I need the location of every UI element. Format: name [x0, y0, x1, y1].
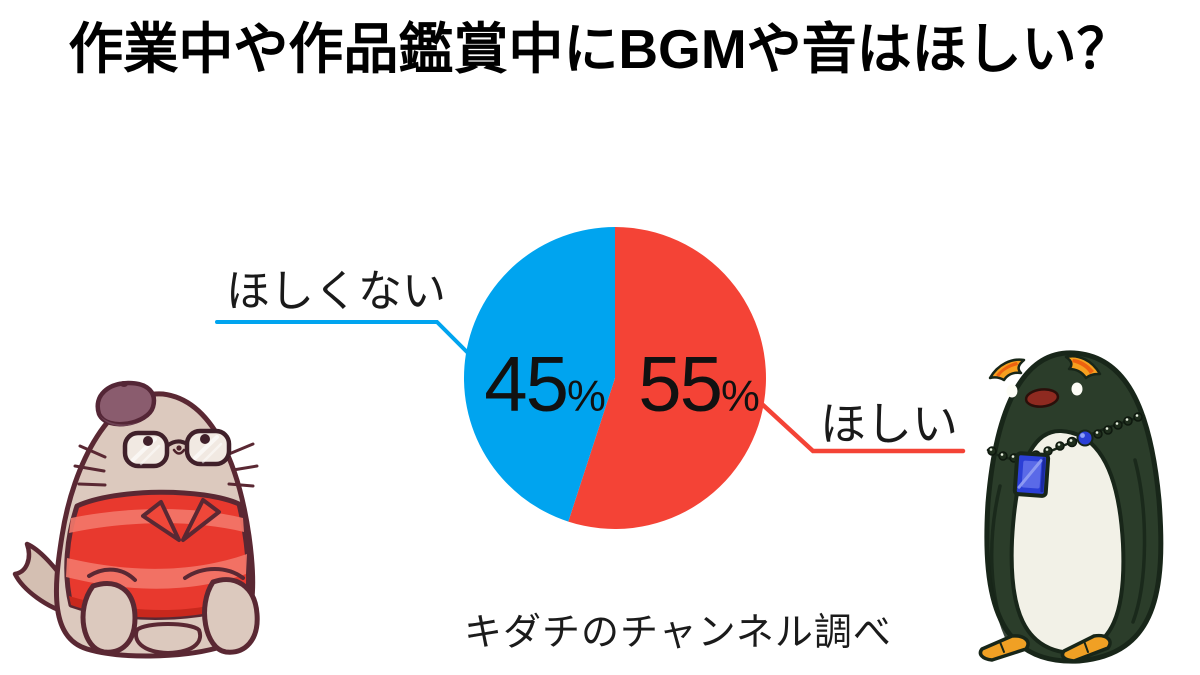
- callout-line-hoshikunai: [215, 320, 470, 355]
- penguin-necklace: [986, 412, 1146, 498]
- slice-value-digits: 45: [484, 339, 569, 428]
- callout-label-hoshii: ほしい: [820, 398, 958, 450]
- seal-collar-left: [141, 500, 181, 542]
- penguin-blue-bead: [1076, 429, 1094, 447]
- seal-left-eye: [143, 436, 153, 446]
- seal-character-illustration: [12, 380, 260, 659]
- source-note: キダチのチャンネル調べ: [464, 612, 892, 654]
- slice-value-hoshikunai: 45%: [484, 339, 606, 430]
- slice-value-digits: 55: [638, 339, 723, 428]
- percent-sign: %: [720, 371, 760, 421]
- penguin-right-eye: [1071, 382, 1083, 396]
- penguin-left-wing: [990, 484, 1010, 642]
- penguin-feet: [978, 633, 1112, 663]
- seal-nose: [172, 445, 186, 455]
- penguin-beak: [1024, 388, 1060, 408]
- seal-right-eye: [200, 434, 210, 444]
- slice-value-hoshii: 55%: [638, 339, 760, 430]
- penguin-right-eyebrow: [1064, 355, 1102, 380]
- penguin-left-eyebrow: [988, 358, 1026, 382]
- seal-whiskers: [73, 442, 259, 488]
- pie-slices: [463, 227, 766, 529]
- pie-slice-ほしくない: [463, 227, 615, 522]
- penguin-character-illustration: [978, 350, 1164, 664]
- callout-label-hoshikunai: ほしくない: [226, 267, 446, 316]
- seal-belly-bottom: [134, 622, 203, 655]
- seal-beret: [95, 380, 157, 427]
- pie-slice-ほしい: [568, 227, 766, 529]
- penguin-right-wing: [1131, 458, 1147, 624]
- seal-left-foot: [80, 581, 138, 655]
- chart-title: 作業中や作品鑑賞中にBGMや音はほしい？: [68, 18, 1132, 80]
- penguin-left-eye: [1006, 384, 1018, 398]
- penguin-gem-pendant: [1012, 451, 1051, 498]
- seal-collar-right: [181, 498, 221, 542]
- percent-sign: %: [566, 371, 606, 421]
- seal-glasses: [122, 428, 232, 469]
- callout-line-hoshii: [760, 402, 966, 454]
- seal-right-foot: [202, 577, 260, 655]
